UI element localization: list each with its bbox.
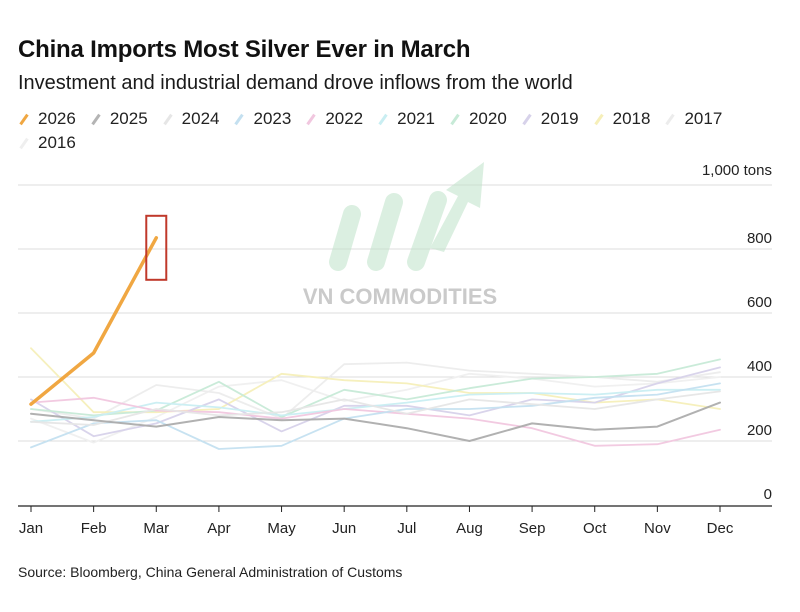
series-line-2025 xyxy=(30,401,721,442)
legend-item-2023: 2023 xyxy=(233,107,291,131)
x-tick-label: Jul xyxy=(397,520,416,537)
y-tick-label: 800 xyxy=(747,230,772,247)
legend-item-2022: 2022 xyxy=(305,107,363,131)
legend-label: 2021 xyxy=(397,109,435,128)
legend-item-2016: 2016 xyxy=(18,131,76,155)
legend-item-2019: 2019 xyxy=(521,107,579,131)
y-tick-label: 200 xyxy=(747,422,772,439)
watermark-logo xyxy=(329,162,484,271)
legend-label: 2024 xyxy=(181,109,220,128)
legend-item-2018: 2018 xyxy=(593,107,651,131)
chart-title: China Imports Most Silver Ever in March xyxy=(18,36,471,63)
y-tick-label: 0 xyxy=(764,486,772,503)
legend-item-2026: 2026 xyxy=(18,107,76,131)
legend-item-2024: 2024 xyxy=(162,107,220,131)
highlight-box xyxy=(145,214,168,281)
watermark-bar xyxy=(407,191,447,271)
x-tick-label: Oct xyxy=(583,520,607,537)
legend-label: 2020 xyxy=(468,109,507,128)
x-tick-label: Sep xyxy=(519,520,546,537)
legend-label: 2025 xyxy=(109,109,148,128)
legend-item-2017: 2017 xyxy=(664,107,722,131)
legend-item-2020: 2020 xyxy=(449,107,507,131)
x-tick-label: Aug xyxy=(456,520,483,537)
x-tick-label: Apr xyxy=(207,520,230,537)
series-line-2024 xyxy=(30,390,721,426)
series-line-2022 xyxy=(30,396,721,447)
y-tick-label: 400 xyxy=(747,358,772,375)
watermark-bar xyxy=(367,193,403,271)
chart-subtitle: Investment and industrial demand drove i… xyxy=(18,72,573,94)
x-tick-label: Jun xyxy=(332,520,356,537)
x-tick-label: Mar xyxy=(143,520,169,537)
source-note: Source: Bloomberg, China General Adminis… xyxy=(18,564,403,580)
y-tick-label: 600 xyxy=(747,294,772,311)
legend-label: 2026 xyxy=(38,109,76,128)
x-tick-label: Jan xyxy=(19,520,43,537)
x-tick-label: Dec xyxy=(707,520,734,537)
x-tick-label: Feb xyxy=(81,520,107,537)
legend-label: 2022 xyxy=(325,109,364,128)
y-unit-label: 1,000 tons xyxy=(702,162,772,179)
watermark-bar xyxy=(329,205,361,271)
series-line-2023 xyxy=(30,382,721,450)
legend-label: 2017 xyxy=(684,109,723,128)
legend-label: 2019 xyxy=(540,109,579,128)
series-line-2018 xyxy=(30,347,721,414)
legend-label: 2016 xyxy=(38,133,76,152)
legend-label: 2023 xyxy=(253,109,292,128)
x-tick-label: May xyxy=(267,520,296,537)
legend-item-2025: 2025 xyxy=(90,107,148,131)
legend-item-2021: 2021 xyxy=(377,107,435,131)
chart-legend: 2026 2025 2024 2023 2022 2021 2020 2019 2018 2017… xyxy=(18,107,798,155)
watermark-arrow-icon xyxy=(430,162,484,252)
watermark-text: VN COMMODITIES xyxy=(303,284,497,309)
legend-label: 2018 xyxy=(612,109,651,128)
x-tick-label: Nov xyxy=(644,520,671,537)
series-line-2026 xyxy=(29,236,159,406)
series-line-2017 xyxy=(30,361,721,420)
